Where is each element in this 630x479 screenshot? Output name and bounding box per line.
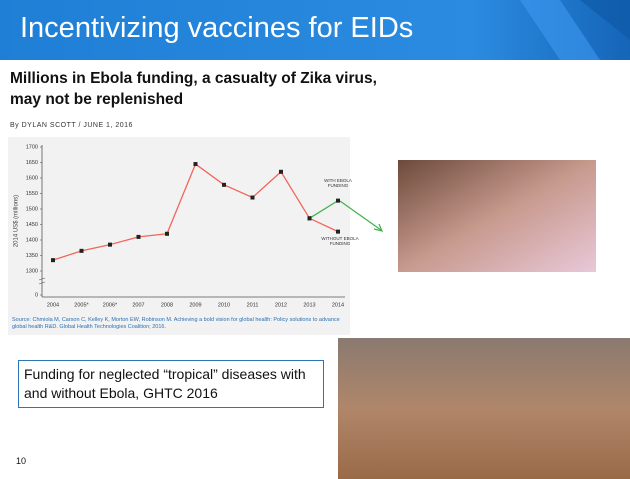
y-tick-label: 0 xyxy=(35,292,38,298)
photo xyxy=(398,160,596,272)
point xyxy=(165,231,169,236)
x-tick-label: 2012 xyxy=(275,302,287,308)
y-tick-label: 1500 xyxy=(26,206,38,212)
point xyxy=(250,195,255,200)
y-tick-label: 1650 xyxy=(26,160,38,166)
series-label: WITHOUT EBOLA FUNDING xyxy=(321,236,359,246)
axis-break xyxy=(38,277,46,281)
caption: Funding for neglected “tropical” disease… xyxy=(18,360,324,408)
photo xyxy=(338,338,630,479)
point xyxy=(336,198,340,203)
headline: Millions in Ebola funding, a casualty of… xyxy=(10,70,377,108)
point xyxy=(79,248,84,253)
point xyxy=(336,229,340,234)
x-tick-label: 2010 xyxy=(218,302,230,308)
point xyxy=(193,162,198,167)
x-tick-label: 2009 xyxy=(189,302,201,308)
point xyxy=(51,258,55,263)
source: Source: Chmiola M, Carson C, Kelley K, M… xyxy=(12,317,340,330)
series-label: WITH EBOLA FUNDING xyxy=(324,178,352,188)
point xyxy=(222,182,226,187)
y-tick-label: 1400 xyxy=(26,237,38,243)
title-bar xyxy=(0,0,630,60)
byline: By DYLAN SCOTT / JUNE 1, 2016 xyxy=(10,122,133,129)
point xyxy=(108,242,112,247)
x-tick-label: 2004 xyxy=(47,302,59,308)
point xyxy=(279,169,283,174)
arrow-head xyxy=(373,223,384,232)
y-tick-label: 1300 xyxy=(26,268,38,274)
y-tick-label: 1550 xyxy=(26,191,38,197)
slide-title: Incentivizing vaccines for EIDs xyxy=(20,12,414,44)
point xyxy=(307,216,312,221)
y-tick-label: 1350 xyxy=(26,253,38,259)
x-tick-label: 2013 xyxy=(303,302,315,308)
x-tick-label: 2014 xyxy=(332,302,344,308)
y-tick-label: 1700 xyxy=(26,144,38,150)
x-tick-label: 2011 xyxy=(247,302,259,308)
x-tick-label: 2006* xyxy=(103,302,118,308)
arrow xyxy=(339,200,382,231)
axis-break xyxy=(38,281,46,285)
chart-box xyxy=(8,137,350,335)
series-line xyxy=(309,200,339,219)
x-tick-label: 2008 xyxy=(161,302,173,308)
x-tick-label: 2005* xyxy=(74,302,89,308)
y-axis-label: 2014 US$ (millions) xyxy=(14,195,20,247)
x-tick-label: 2007 xyxy=(132,302,144,308)
y-tick-label: 1450 xyxy=(26,222,38,228)
decor xyxy=(580,0,630,40)
page-number: 10 xyxy=(16,456,27,466)
decor xyxy=(520,0,600,60)
y-tick-label: 1600 xyxy=(26,175,38,181)
point xyxy=(136,234,141,239)
